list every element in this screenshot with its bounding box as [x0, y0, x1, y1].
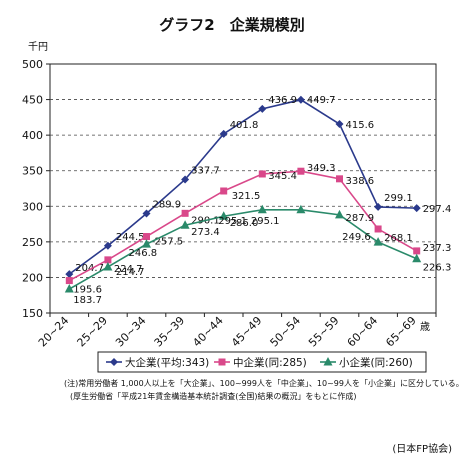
y-tick-label: 450: [22, 94, 43, 107]
footnote-1: (注)常用労働者 1,000人以上を「大企業」、100~999人を「中企業」、1…: [64, 378, 464, 388]
data-point: [296, 204, 306, 214]
data-point: [258, 170, 266, 178]
y-tick-label: 300: [22, 200, 43, 213]
y-tick-label: 150: [22, 307, 43, 320]
data-label: 349.3: [307, 163, 336, 174]
data-point: [296, 95, 305, 104]
legend-marker: [218, 358, 226, 366]
x-tick-label: 30~34: [113, 314, 149, 350]
x-tick-label: 40~44: [190, 314, 226, 350]
x-tick-label: 35~39: [152, 314, 188, 350]
data-label: 237.3: [423, 243, 452, 254]
x-tick-label: 55~59: [306, 314, 342, 350]
data-label: 415.6: [346, 120, 375, 131]
data-label: 338.6: [346, 176, 375, 187]
data-point: [374, 202, 383, 211]
data-point: [219, 211, 229, 220]
data-label: 297.4: [423, 204, 452, 215]
chart-title: グラフ2 企業規模別: [159, 16, 304, 34]
data-point: [373, 237, 383, 246]
data-point: [103, 241, 112, 250]
data-point: [335, 120, 344, 129]
legend-label: 中企業(同:285): [233, 356, 307, 369]
source-credit: (日本FP協会): [392, 442, 452, 455]
data-label: 321.5: [232, 191, 261, 202]
data-point: [412, 253, 422, 263]
data-point: [181, 175, 190, 184]
data-point: [336, 175, 343, 183]
data-label: 295.1: [251, 216, 280, 227]
data-label: 246.8: [129, 248, 158, 259]
legend-label: 大企業(平均:343): [125, 356, 209, 369]
data-point: [257, 204, 267, 214]
data-label: 449.7: [307, 95, 336, 106]
legend-label: 小企業(同:260): [339, 356, 413, 369]
data-label: 214.7: [116, 267, 145, 278]
series-line-2: [68, 170, 418, 282]
y-tick-label: 350: [22, 165, 43, 178]
data-point: [219, 129, 228, 138]
data-point: [220, 187, 228, 195]
data-label: 204.7: [75, 263, 104, 274]
data-label: 401.8: [230, 120, 259, 131]
data-point: [103, 261, 113, 271]
data-point: [142, 209, 151, 218]
data-label: 195.6: [73, 285, 102, 296]
data-label: 299.1: [384, 193, 413, 204]
data-label: 295.1: [218, 216, 247, 227]
y-tick-label: 400: [22, 129, 43, 142]
data-label: 337.7: [191, 165, 220, 176]
data-label: 268.1: [384, 233, 413, 244]
legend-box: [97, 351, 427, 373]
data-label: 436.9: [268, 95, 297, 106]
series-line-3: [68, 208, 418, 290]
x-tick-label: 25~29: [75, 314, 111, 350]
legend-marker: [110, 358, 118, 366]
plot-frame: [49, 63, 437, 314]
x-axis-unit: 歳: [420, 321, 430, 333]
data-label: 286.0: [230, 218, 259, 229]
data-label: 289.9: [153, 199, 182, 210]
data-label: 224.7: [114, 264, 143, 275]
data-point: [180, 220, 190, 229]
y-axis-unit: 千円: [28, 41, 48, 53]
x-tick-label: 60~64: [345, 314, 381, 350]
data-label: 244.5: [116, 232, 145, 243]
data-label: 183.7: [73, 295, 102, 306]
data-point: [65, 270, 74, 279]
data-point: [181, 209, 189, 217]
y-tick-label: 200: [22, 271, 43, 284]
x-tick-label: 65~69: [383, 314, 419, 350]
data-point: [64, 284, 74, 293]
data-point: [143, 233, 150, 241]
x-tick-label: 50~54: [268, 314, 304, 350]
data-point: [65, 277, 73, 285]
data-label: 249.6: [342, 232, 371, 243]
footnote-2: (厚生労働省「平成21年賃金構造基本統計調査(全国)結果の概況」をもとに作成): [70, 391, 357, 401]
y-tick-label: 250: [22, 236, 43, 249]
data-label: 287.9: [346, 213, 375, 224]
data-point: [412, 204, 421, 213]
data-label: 273.4: [191, 227, 220, 238]
data-label: 226.3: [423, 263, 452, 274]
data-label: 257.5: [155, 237, 184, 248]
data-point: [142, 239, 151, 248]
data-point: [258, 104, 267, 113]
series-line-1: [68, 98, 417, 275]
legend-marker: [323, 357, 333, 366]
data-point: [335, 209, 344, 219]
data-point: [413, 247, 421, 255]
data-point: [104, 256, 112, 264]
data-label: 345.4: [268, 171, 297, 182]
x-tick-label: 45~49: [229, 314, 265, 350]
y-tick-label: 500: [22, 58, 43, 71]
data-point: [297, 167, 305, 175]
data-point: [374, 225, 382, 233]
